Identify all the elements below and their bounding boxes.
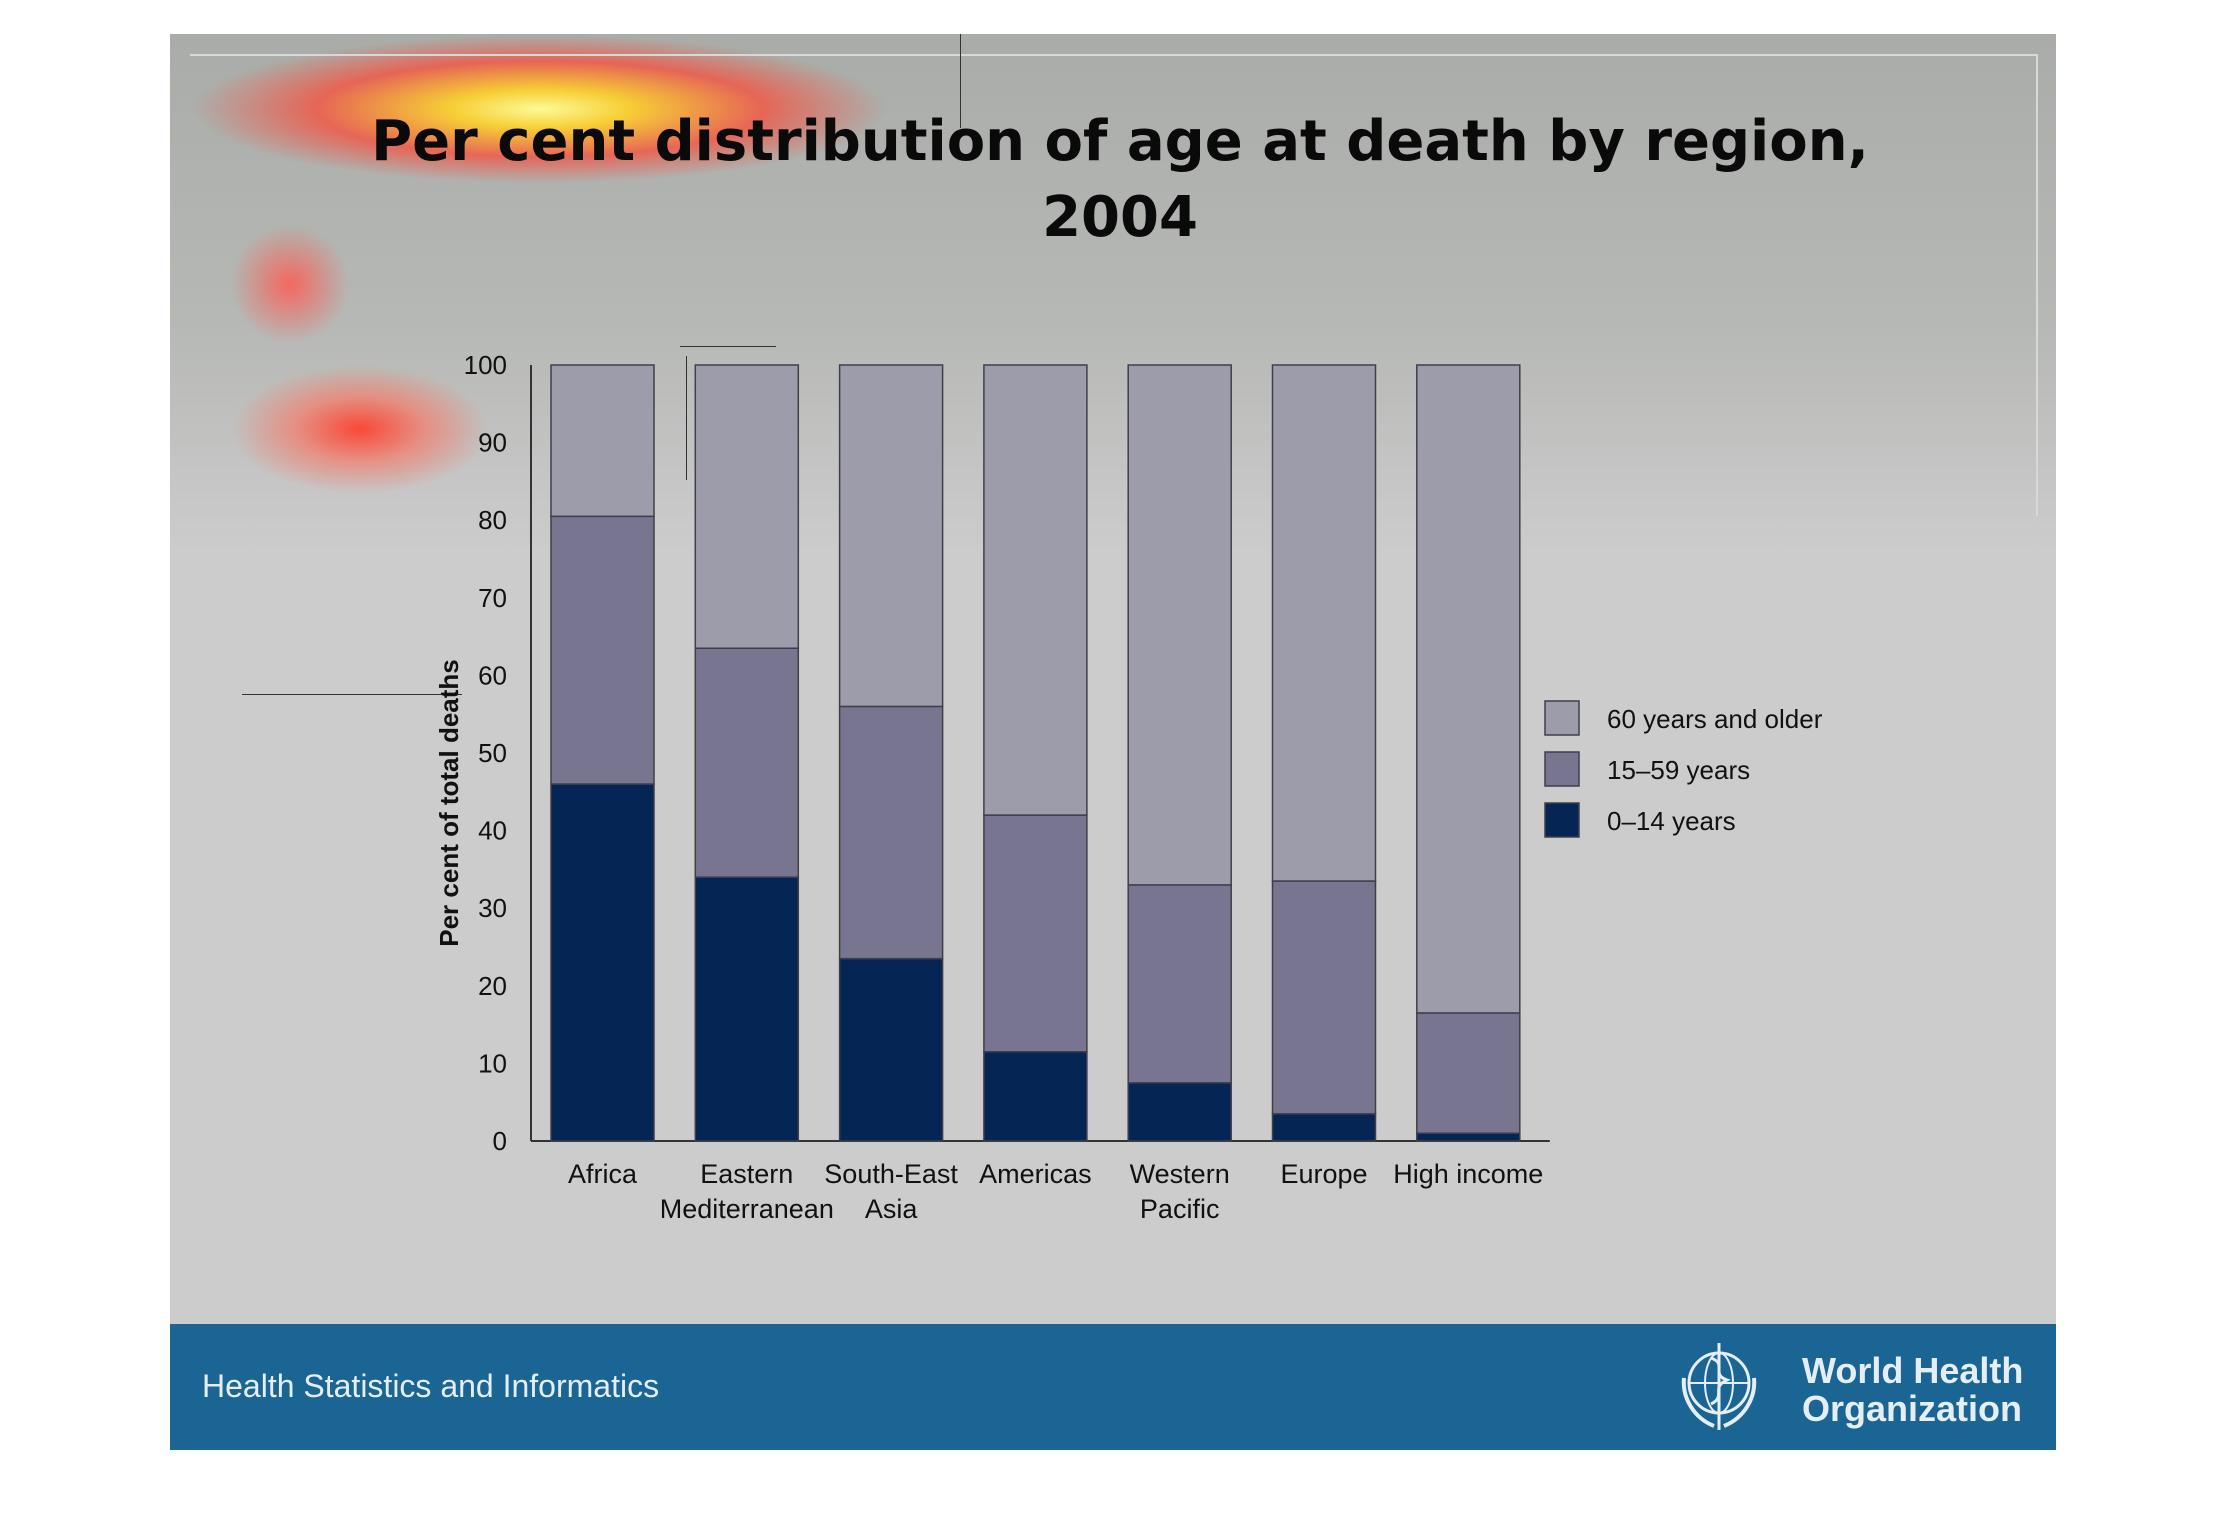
bar-segment [983,364,1088,816]
bar-segment [1271,880,1377,1115]
org-name-line1: World Health [1802,1350,2024,1391]
x-tick-label: Eastern [700,1159,793,1189]
bar-segment [694,876,800,1142]
x-tick-label: Africa [568,1159,638,1189]
x-tick-label: High income [1393,1159,1543,1189]
y-tick-label: 70 [478,583,507,613]
heatmap-overlay [190,34,890,184]
bar-segment [1127,884,1232,1084]
org-name-line2: Organization [1802,1388,2023,1429]
slide: Per cent distribution of age at death by… [170,34,2056,1450]
legend-label: 0–14 years [1607,806,1736,836]
bar-segment [1127,364,1232,886]
y-tick-label: 50 [478,738,507,768]
bar-segment [694,647,800,878]
legend-label: 15–59 years [1607,755,1750,785]
heatmap-overlay [230,364,490,494]
x-tick-label: Asia [865,1194,919,1224]
x-tick-label: Mediterranean [660,1194,834,1224]
x-tick-label: Europe [1280,1159,1367,1189]
stray-line [960,34,961,128]
y-tick-label: 40 [478,816,507,846]
bar-segment [1271,364,1377,882]
x-tick-label: Pacific [1140,1194,1220,1224]
slide-title-line1: Per cent distribution of age at death by… [371,109,1869,174]
bar-segment [694,364,800,649]
bar-segment [838,705,944,960]
frame-border [190,54,2038,516]
bar-segment [1416,1132,1521,1142]
legend-swatch [1544,700,1580,736]
stray-line [680,346,776,347]
legend-swatch [1544,802,1580,838]
footer-text: Health Statistics and Informatics [202,1368,660,1404]
bar-segment [838,364,944,708]
y-tick-label: 90 [478,428,507,458]
slide-title-line2: 2004 [1042,185,1198,250]
y-axis-title: Per cent of total deaths [434,659,464,947]
chart: 0 10 20 30 40 50 60 70 80 90 100 Per cent of total … [434,350,1823,1224]
bar-segment [1127,1082,1232,1142]
bar-segment [983,1051,1088,1142]
x-tick-label: Americas [979,1159,1092,1189]
stray-line [242,694,462,695]
x-tick-label: South-East [824,1159,958,1189]
bar-segment [550,515,655,785]
legend-swatch [1544,751,1580,787]
legend-label: 60 years and older [1607,704,1823,734]
who-emblem-icon [1681,1343,1757,1430]
org-name: World Health Organization [1802,1352,2023,1428]
bar-segment [1416,1012,1521,1134]
heatmap-overlay [230,224,350,344]
y-tick-label: 10 [478,1048,507,1078]
bar-segment [983,814,1088,1053]
bar-segment [838,957,944,1142]
y-tick-label: 30 [478,893,507,923]
bar-segment [1271,1113,1377,1142]
y-tick-label: 80 [478,505,507,535]
y-tick-label: 0 [493,1126,507,1156]
y-tick-label: 20 [478,971,507,1001]
footer-bar: Health Statistics and Informatics World … [170,1324,2056,1450]
bar-segment [550,783,655,1142]
slide-title: Per cent distribution of age at death by… [270,104,1970,256]
stray-line [686,356,687,480]
x-tick-label: Western [1130,1159,1230,1189]
bar-segment [550,364,655,518]
y-tick-label: 100 [464,350,507,380]
bar-segment [1416,364,1521,1014]
y-tick-label: 60 [478,660,507,690]
